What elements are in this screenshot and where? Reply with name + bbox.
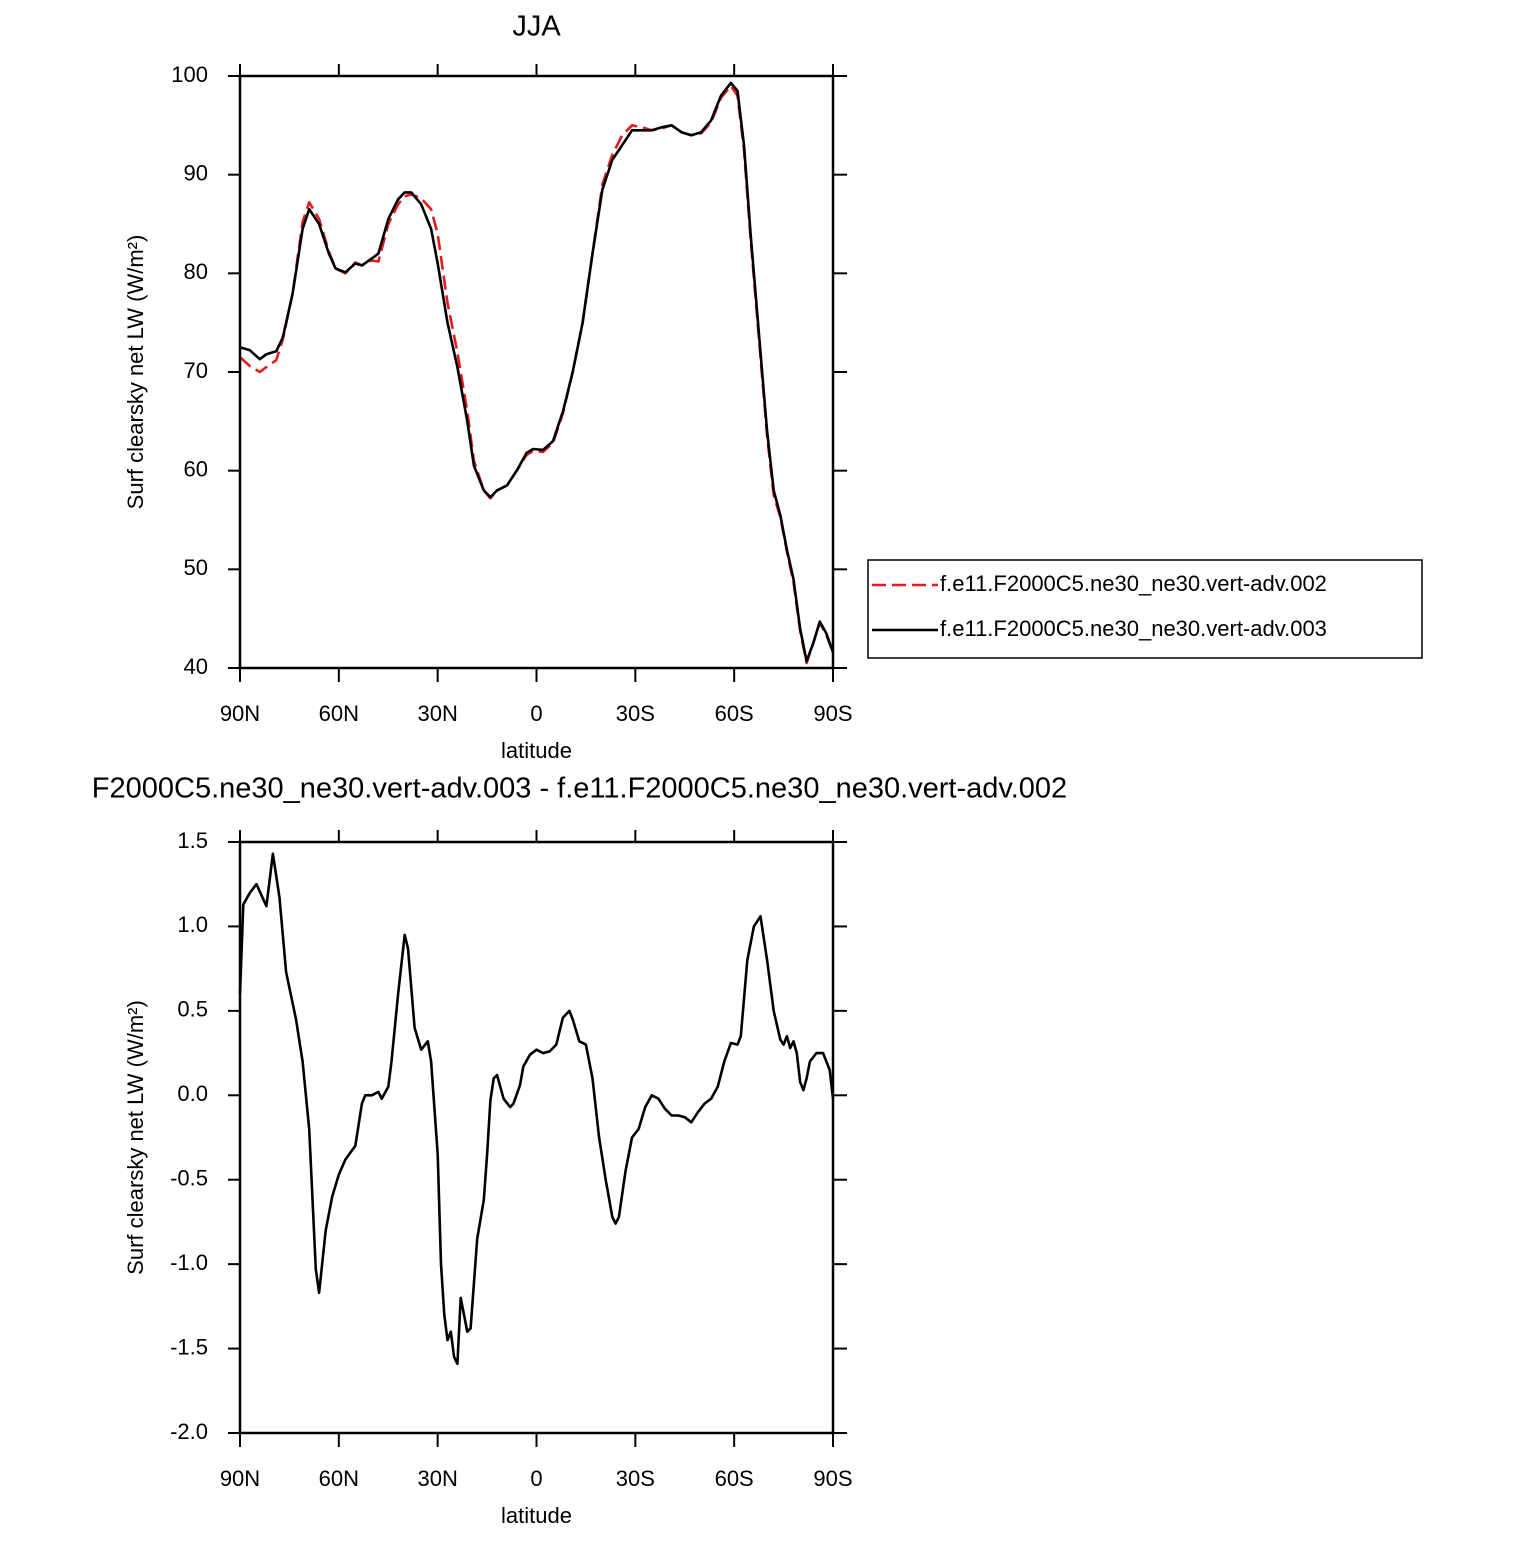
x-tick-label: 60N (319, 1466, 359, 1491)
y-tick-label: 100 (171, 62, 208, 87)
chart-title: F2000C5.ne30_ne30.vert-adv.003 - f.e11.F… (92, 773, 1067, 805)
x-axis-label: latitude (501, 1503, 572, 1528)
x-tick-label: 60S (715, 1466, 754, 1491)
y-tick-label: 1.5 (177, 828, 208, 853)
x-tick-label: 30S (616, 1466, 655, 1491)
data-line (239, 84, 835, 665)
x-tick-label: 0 (530, 701, 542, 726)
y-tick-label: 0.0 (177, 1081, 208, 1106)
data-line (238, 852, 835, 1366)
legend: f.e11.F2000C5.ne30_ne30.vert-adv.002 f.e1… (867, 559, 1423, 659)
y-tick-label: -2.0 (170, 1419, 208, 1444)
chart-title: JJA (512, 11, 561, 43)
x-tick-label: 30S (616, 701, 655, 726)
y-tick-label: -1.0 (170, 1250, 208, 1275)
x-tick-label: 90N (220, 1466, 260, 1491)
y-tick-label: 80 (184, 259, 208, 284)
y-tick-label: 60 (184, 456, 208, 481)
y-axis-label: Surf clearsky net LW (W/m²) (123, 1000, 148, 1275)
y-tick-label: 1.0 (177, 912, 208, 937)
y-tick-label: 40 (184, 654, 208, 679)
data-line (239, 81, 835, 663)
legend-label: f.e11.F2000C5.ne30_ne30.vert-adv.002 (940, 571, 1327, 596)
x-tick-label: 90N (220, 701, 260, 726)
legend-box (867, 559, 1423, 659)
x-tick-label: 60N (319, 701, 359, 726)
x-tick-label: 30N (417, 701, 457, 726)
x-axis-label: latitude (501, 738, 572, 763)
x-tick-label: 0 (530, 1466, 542, 1491)
plot-frame (238, 840, 835, 1435)
x-tick-label: 90S (813, 1466, 852, 1491)
y-axis-label: Surf clearsky net LW (W/m²) (123, 235, 148, 510)
y-tick-label: 0.5 (177, 997, 208, 1022)
x-tick-label: 60S (715, 701, 754, 726)
plot-frame (238, 74, 835, 670)
y-tick-label: 90 (184, 160, 208, 185)
y-tick-label: 70 (184, 358, 208, 383)
x-tick-label: 90S (813, 701, 852, 726)
legend-label: f.e11.F2000C5.ne30_ne30.vert-adv.003 (940, 616, 1327, 641)
y-tick-label: -0.5 (170, 1166, 208, 1191)
x-tick-label: 30N (417, 1466, 457, 1491)
y-tick-label: -1.5 (170, 1334, 208, 1359)
y-tick-label: 50 (184, 555, 208, 580)
